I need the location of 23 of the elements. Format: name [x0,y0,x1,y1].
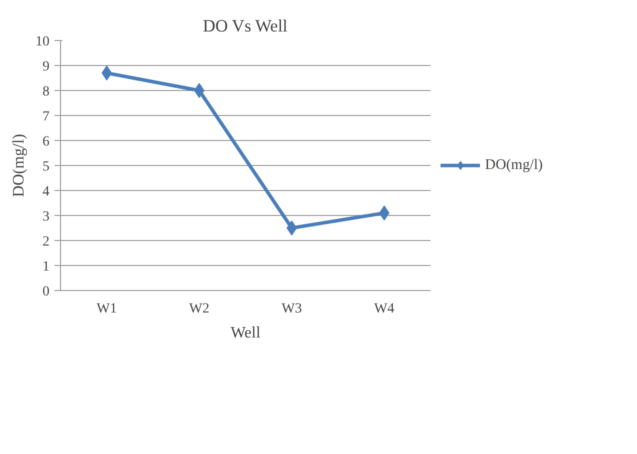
point [102,66,112,80]
x-tick-label: W4 [374,302,394,316]
x-tick-label: W2 [189,302,210,316]
y-tick-label: 8 [42,84,50,100]
y-tick-label: 6 [42,134,50,150]
x-axis-title: Well [230,324,261,342]
point [379,206,390,220]
chart-title: DO Vs Well [202,16,288,36]
x-tick-label: W3 [282,302,302,316]
x-tick-label: W1 [96,302,117,316]
y-tick-label: 4 [42,184,50,200]
point [286,220,297,236]
y-tick-label: 3 [42,210,50,224]
y-tick-label: 7 [42,110,50,124]
y-axis-title: DO(mg/l) [10,134,28,198]
y-tick-label: 2 [42,234,50,250]
legend-label: DO(mg/l) [485,156,543,174]
y-tick-label: 10 [36,34,50,50]
y-tick-label: 1 [42,260,50,274]
point [194,83,204,98]
y-tick-label: 9 [42,60,50,74]
y-tick-label: 5 [42,160,50,174]
y-tick-label: 0 [42,284,50,300]
